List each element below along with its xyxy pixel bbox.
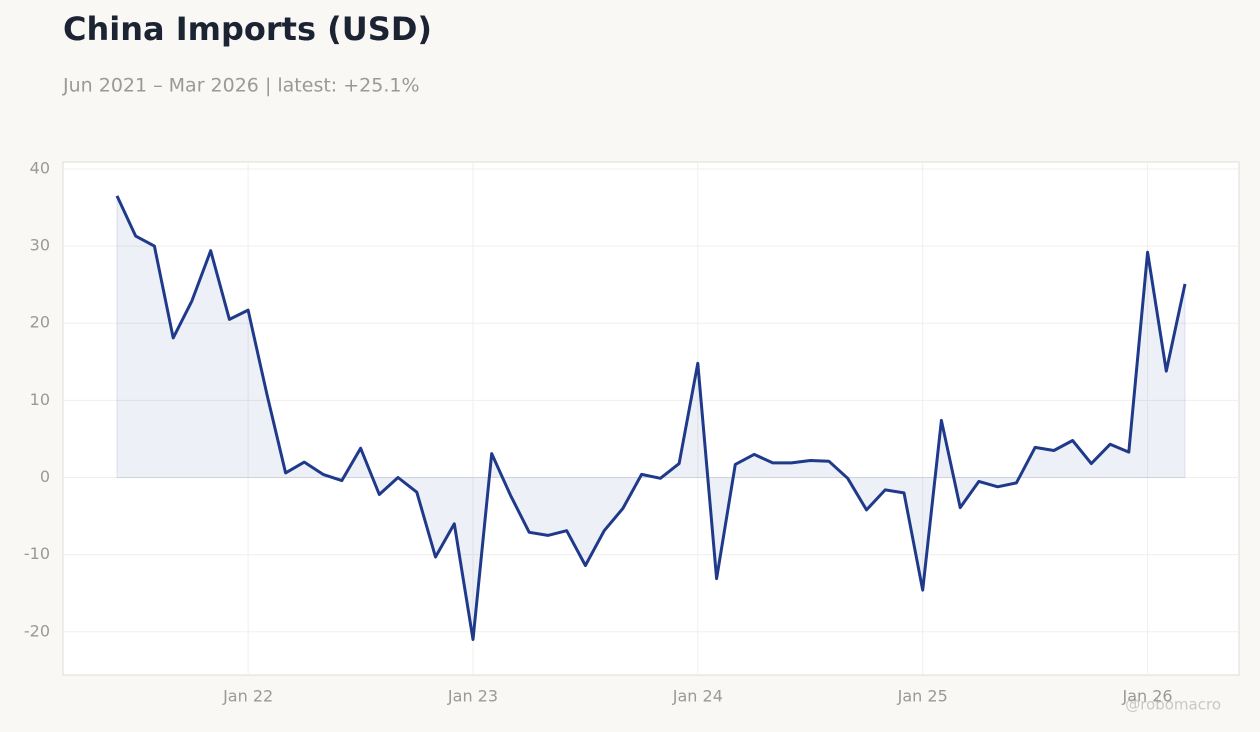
plot-area	[62, 161, 1240, 676]
x-tick-label: Jan 25	[897, 687, 948, 706]
chart-title: China Imports (USD)	[63, 10, 432, 48]
chart-subtitle: Jun 2021 – Mar 2026 | latest: +25.1%	[62, 75, 420, 97]
x-tick-label: Jan 26	[1122, 687, 1173, 706]
watermark: @robomacro	[1125, 696, 1221, 714]
y-tick-label: -20	[24, 621, 50, 640]
line	[115, 195, 1187, 641]
y-tick-label: 40	[30, 158, 50, 177]
y-tick-label: 0	[40, 467, 50, 486]
x-tick-label: Jan 23	[447, 687, 498, 706]
x-tick-label: Jan 22	[222, 687, 273, 706]
y-tick-label: 20	[30, 313, 50, 332]
x-tick-label: Jan 24	[672, 687, 723, 706]
y-tick-label: -10	[24, 544, 50, 563]
y-tick-label: 10	[30, 390, 50, 409]
y-tick-label: 30	[30, 236, 50, 255]
